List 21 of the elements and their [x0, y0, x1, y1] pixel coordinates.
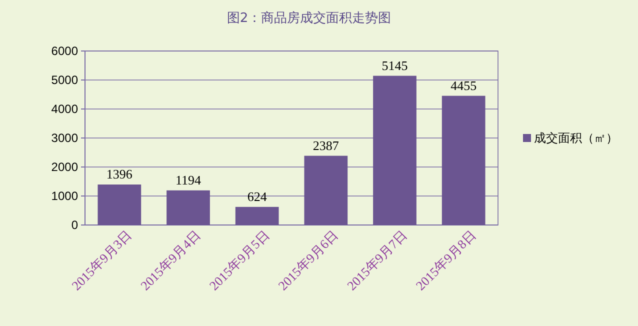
data-label: 1396 — [106, 166, 133, 182]
chart-title: 图2：商品房成交面积走势图 — [226, 10, 392, 26]
data-label: 4455 — [450, 78, 477, 93]
y-tick-label: 3000 — [51, 130, 78, 145]
bar — [442, 96, 486, 225]
data-label: 2387 — [312, 138, 340, 153]
bar — [166, 190, 210, 225]
y-tick-label: 1000 — [51, 188, 78, 203]
y-tick-label: 5000 — [51, 72, 78, 87]
bar — [98, 184, 142, 225]
y-tick-label: 6000 — [51, 44, 78, 58]
data-label: 624 — [247, 188, 268, 204]
data-label: 5145 — [382, 58, 408, 73]
y-tick-label: 4000 — [51, 102, 78, 116]
bar — [373, 76, 416, 225]
y-tick-label: 0 — [71, 218, 78, 232]
data-label: 1194 — [175, 172, 202, 188]
legend-label: 成交面积（㎡） — [534, 131, 618, 146]
bar — [304, 156, 348, 225]
y-tick-label: 2000 — [51, 160, 78, 174]
bar — [235, 206, 279, 225]
